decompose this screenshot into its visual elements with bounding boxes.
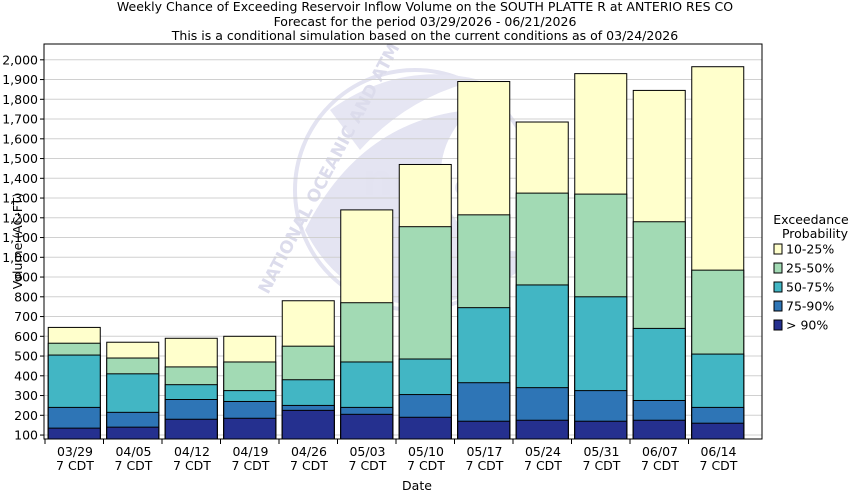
y-tick-label: 1,300 xyxy=(2,191,38,206)
y-tick-label: 1,800 xyxy=(2,92,38,107)
x-tick-label-date: 06/07 xyxy=(642,444,678,459)
legend-title: Exceedance xyxy=(773,212,849,227)
x-tick-label-time: 7 CDT xyxy=(56,458,94,473)
y-tick-label: 1,100 xyxy=(2,230,38,245)
x-tick-label-time: 7 CDT xyxy=(407,458,445,473)
y-tick-label: 1,000 xyxy=(2,250,38,265)
x-tick-label-date: 05/24 xyxy=(525,444,561,459)
x-tick-label-date: 04/19 xyxy=(232,444,268,459)
x-tick-label-time: 7 CDT xyxy=(466,458,504,473)
x-tick-label-date: 03/29 xyxy=(57,444,93,459)
y-tick-label: 400 xyxy=(14,368,38,383)
x-axis-title: Date xyxy=(402,478,432,493)
x-tick-label-date: 05/31 xyxy=(583,444,619,459)
x-tick-label-time: 7 CDT xyxy=(524,458,562,473)
x-tick-label-time: 7 CDT xyxy=(290,458,328,473)
x-tick-label-date: 05/03 xyxy=(349,444,385,459)
bar-segment xyxy=(106,426,160,440)
y-tick-label: 200 xyxy=(14,408,38,423)
bars xyxy=(47,66,745,440)
x-tick-label-date: 06/14 xyxy=(700,444,736,459)
x-tick-label-date: 04/05 xyxy=(115,444,151,459)
x-tick-label-time: 7 CDT xyxy=(583,458,621,473)
bar-segment xyxy=(457,420,511,440)
y-tick-label: 500 xyxy=(14,349,38,364)
x-tick-label-time: 7 CDT xyxy=(641,458,679,473)
y-tick-label: 600 xyxy=(14,329,38,344)
chart-subtitle-period: Forecast for the period 03/29/2026 - 06/… xyxy=(273,13,577,29)
x-tick-label-time: 7 CDT xyxy=(173,458,211,473)
y-tick-label: 1,600 xyxy=(2,131,38,146)
y-tick-label: 100 xyxy=(14,428,38,443)
legend-swatch xyxy=(773,300,783,312)
bar-segment xyxy=(398,416,452,440)
y-tick-label: 900 xyxy=(14,270,38,285)
bar-segment xyxy=(223,417,277,440)
chart-title-block: Weekly Chance of Exceeding Reservoir Inf… xyxy=(0,0,850,44)
x-tick-label-date: 04/26 xyxy=(291,444,327,459)
y-tick-label: 300 xyxy=(14,388,38,403)
legend-label: 75-90% xyxy=(786,299,834,314)
y-tick-label: 1,900 xyxy=(2,72,38,87)
legend-swatch xyxy=(773,281,783,293)
y-tick-label: 2,000 xyxy=(2,52,38,67)
legend-swatch xyxy=(773,243,783,255)
x-tick-label-date: 05/10 xyxy=(408,444,444,459)
bar-segment xyxy=(632,419,686,440)
legend-label: > 90% xyxy=(786,318,828,333)
bar-segment xyxy=(574,420,628,440)
y-tick-label: 700 xyxy=(14,309,38,324)
x-tick-label-time: 7 CDT xyxy=(349,458,387,473)
legend-label: 10-25% xyxy=(786,242,834,257)
bar-segment xyxy=(47,427,101,440)
bar-segment xyxy=(691,422,745,440)
axes xyxy=(43,43,763,440)
noaa-watermark-bird xyxy=(330,74,480,150)
bar-segment xyxy=(340,413,394,440)
y-tick-label: 1,500 xyxy=(2,151,38,166)
y-axis-title: Volume (AC-FT) xyxy=(10,193,25,289)
chart-subtitle-conditions: This is a conditional simulation based o… xyxy=(171,28,679,44)
x-tick-label-time: 7 CDT xyxy=(115,458,153,473)
legend-label: 25-50% xyxy=(786,261,834,276)
bar-segment xyxy=(164,418,218,440)
plot-frame xyxy=(43,43,763,440)
bar-segment xyxy=(281,409,335,440)
chart-title: Weekly Chance of Exceeding Reservoir Inf… xyxy=(116,0,734,14)
x-tick-label-date: 05/17 xyxy=(466,444,502,459)
legend-swatch xyxy=(773,262,783,274)
x-tick-label-date: 04/12 xyxy=(174,444,210,459)
legend-swatch xyxy=(773,319,783,331)
x-tick-label-time: 7 CDT xyxy=(232,458,270,473)
y-tick-label: 1,200 xyxy=(2,210,38,225)
legend-title: Probability xyxy=(782,226,849,241)
y-tick-label: 800 xyxy=(14,289,38,304)
y-tick-label: 1,400 xyxy=(2,171,38,186)
y-tick-label: 1,700 xyxy=(2,112,38,127)
legend-label: 50-75% xyxy=(786,280,834,295)
y-axis-ticks: 100 200 300 400 500 600 700 800 900 1,000 1,100 1,2… xyxy=(2,52,44,443)
bar-segment xyxy=(515,419,569,440)
x-tick-label-time: 7 CDT xyxy=(700,458,738,473)
